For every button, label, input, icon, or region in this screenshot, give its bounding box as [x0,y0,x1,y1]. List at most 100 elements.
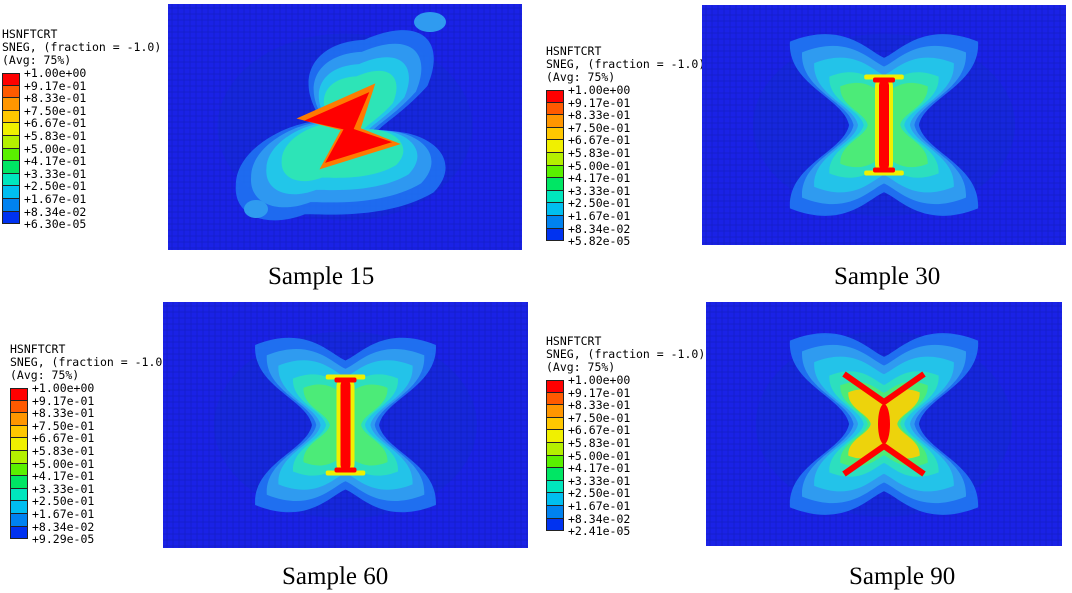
legend-tick-label: +6.30e-05 [24,217,87,232]
legend-tick-label: +5.83e-01 [568,436,631,450]
legend-swatch [546,405,564,418]
legend-swatch [546,102,564,116]
caption: Sample 60 [282,563,389,590]
legend-swatch [2,110,20,124]
legend-tick-label: +4.17e-01 [568,171,631,186]
legend-tick-label: +8.34e-02 [32,519,95,534]
legend-swatch [546,165,564,179]
legend-swatch [10,463,28,477]
legend-tick-label: +4.17e-01 [32,469,95,484]
contour-plot [168,4,522,250]
legend-swatch [546,455,564,469]
legend-tick-label: +7.50e-01 [568,120,631,135]
legend-tick-label: +5.82e-05 [568,234,631,249]
legend-swatch [10,488,28,502]
legend-swatch [2,148,20,162]
legend-swatch [2,199,20,212]
legend-tick-label: +5.00e-01 [32,456,95,471]
legend-variable: SNEG, (fraction = -1.0) [2,40,162,54]
legend-swatch [2,73,20,86]
legend-swatch [10,501,28,514]
contour-plot [706,302,1062,546]
legend-swatch [546,468,564,481]
legend-swatch [10,400,28,414]
legend-variable: SNEG, (fraction = -1.0) [546,347,706,361]
legend: HSNFTCRT SNEG, (fraction = -1.0) (Avg: 7… [10,343,169,545]
legend-swatch [546,506,564,519]
legend-swatch [546,518,564,532]
legend-tick-label: +1.67e-01 [568,499,631,513]
legend: HSNFTCRT SNEG, (fraction = -1.0) (Avg: 7… [2,28,161,230]
legend-tick-label: +5.83e-01 [32,444,95,458]
legend-tick-label: +8.34e-02 [568,221,631,236]
legend-swatch [10,425,28,439]
legend-swatch [10,451,28,464]
legend-tick-label: +5.00e-01 [568,158,631,173]
legend-tick-label: +6.67e-01 [24,116,87,131]
legend-averaging: (Avg: 75%) [10,368,80,382]
legend-tick-label: +1.00e+00 [32,381,95,395]
legend-swatch [2,161,20,174]
legend-tick-label: +9.17e-01 [568,385,631,400]
legend-tick-label: +3.33e-01 [568,183,631,198]
legend-tick-label: +5.83e-01 [24,129,87,143]
legend-tick-label: +4.17e-01 [24,154,87,169]
contour-plot [163,302,528,548]
legend-title: HSNFTCRT [2,27,58,41]
legend-swatch [546,190,564,204]
legend-swatch [546,90,564,103]
legend-swatch [10,413,28,426]
legend-swatch [546,417,564,431]
legend-tick-label: +8.34e-02 [24,204,87,219]
legend-tick-label: +2.50e-01 [32,494,95,509]
legend-tick-label: +8.34e-02 [568,511,631,526]
legend-swatch [2,85,20,99]
legend-swatch [10,514,28,527]
legend-tick-label: +2.50e-01 [568,486,631,501]
legend-tick-label: +1.67e-01 [32,507,95,521]
legend-tick-label: +8.33e-01 [568,398,631,413]
legend-tick-label: +5.00e-01 [568,448,631,463]
legend-tick-label: +1.67e-01 [568,209,631,223]
legend-swatch [546,443,564,456]
legend-swatch [546,153,564,166]
color-scale: +1.00e+00 +9.17e-01 +8.33e-01 +7.50e-01 +6.6… [546,83,705,249]
legend-title: HSNFTCRT [546,334,602,348]
legend-tick-label: +5.83e-01 [568,146,631,160]
contour-plot [702,5,1066,245]
legend-swatch [2,173,20,187]
legend-swatch [546,480,564,494]
legend-swatch [10,438,28,451]
legend-tick-label: +2.50e-01 [568,196,631,211]
legend-tick-label: +8.33e-01 [24,91,87,106]
legend-tick-label: +1.00e+00 [568,83,631,97]
legend: HSNFTCRT SNEG, (fraction = -1.0) (Avg: 7… [546,335,705,537]
legend-swatch [2,98,20,111]
legend-swatch [546,203,564,216]
legend-tick-label: +8.33e-01 [32,406,95,421]
legend-swatch [546,228,564,242]
caption: Sample 30 [834,263,941,290]
legend-tick-label: +3.33e-01 [32,481,95,496]
legend-tick-label: +3.33e-01 [24,166,87,181]
legend-tick-label: +7.50e-01 [568,410,631,425]
legend-swatch [546,392,564,406]
legend-swatch [10,476,28,489]
legend-variable: SNEG, (fraction = -1.0) [10,355,170,369]
legend-tick-label: +1.67e-01 [24,192,87,206]
legend-averaging: (Avg: 75%) [2,53,72,67]
legend-tick-label: +1.00e+00 [24,66,87,80]
legend-swatch [546,127,564,141]
legend-variable: SNEG, (fraction = -1.0) [546,57,706,71]
legend-title: HSNFTCRT [546,44,602,58]
legend-tick-label: +9.29e-05 [32,532,95,547]
legend: HSNFTCRT SNEG, (fraction = -1.0) (Avg: 7… [546,45,705,247]
caption: Sample 90 [849,563,956,590]
legend-tick-label: +9.17e-01 [24,78,87,93]
legend-swatch [546,380,564,393]
color-scale: +1.00e+00 +9.17e-01 +8.33e-01 +7.50e-01 +6.6… [2,66,161,232]
legend-averaging: (Avg: 75%) [546,360,616,374]
caption: Sample 15 [268,263,375,290]
legend-title: HSNFTCRT [10,342,66,356]
legend-averaging: (Avg: 75%) [546,70,616,84]
